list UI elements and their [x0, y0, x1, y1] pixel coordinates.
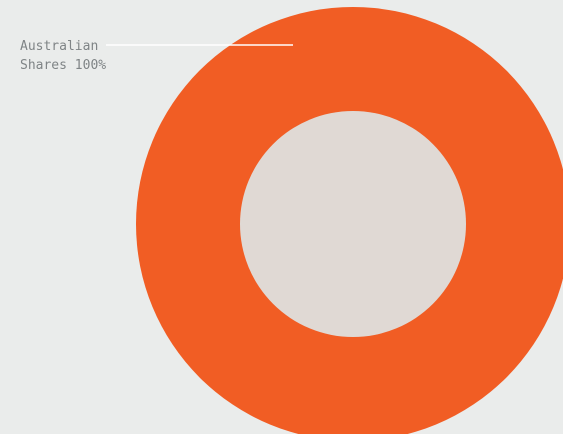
- donut-hole: [240, 111, 466, 337]
- slice-label-australian-shares: Australian Shares 100%: [20, 37, 130, 75]
- slice-label-line-2: Shares 100%: [20, 58, 107, 73]
- slice-label-line-1: Australian: [20, 39, 99, 54]
